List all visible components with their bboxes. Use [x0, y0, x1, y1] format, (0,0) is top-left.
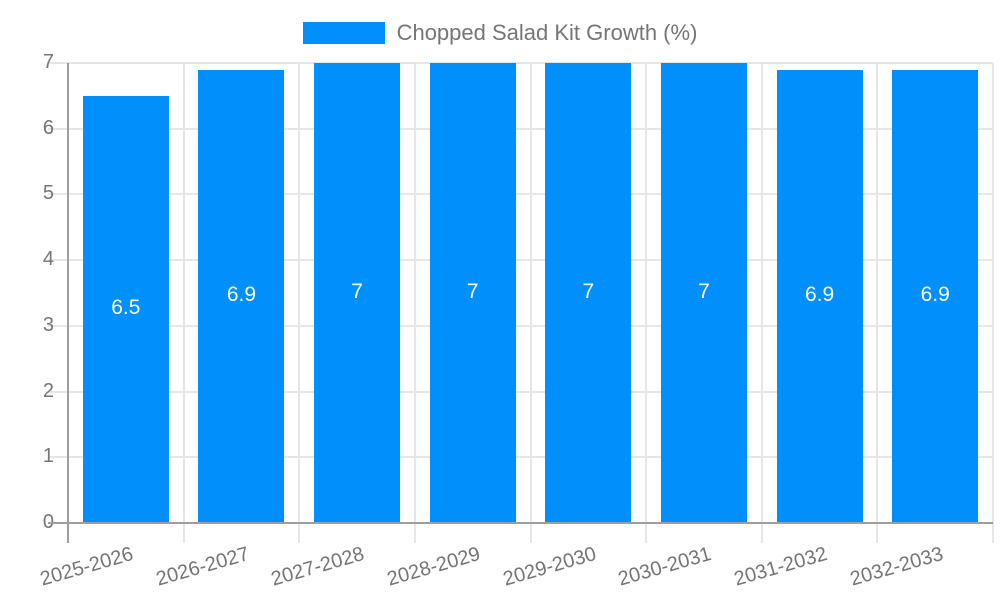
legend: Chopped Salad Kit Growth (%): [0, 20, 1000, 46]
bar[interactable]: [545, 63, 632, 523]
bar[interactable]: [314, 63, 401, 523]
x-axis-label: 2030-2031: [615, 543, 715, 591]
bar-value-label: 6.9: [920, 283, 950, 307]
bar[interactable]: [198, 69, 285, 523]
x-axis-label: 2028-2029: [384, 543, 483, 591]
gridline: [48, 193, 993, 196]
bar[interactable]: [429, 63, 516, 523]
y-axis-tick-label: 1: [42, 445, 54, 468]
y-axis-tick-label: 0: [0, 511, 54, 534]
bar-value-label: 6.9: [804, 283, 835, 307]
x-axis-label: 2032-2033: [847, 543, 946, 591]
gridline: [992, 63, 994, 543]
legend-swatch: [302, 22, 385, 44]
x-axis-label: 2026-2027: [153, 543, 252, 591]
x-axis-label: 2025-2026: [37, 543, 136, 591]
bar[interactable]: [660, 63, 747, 523]
bar-value-label: 7: [351, 280, 363, 303]
gridline: [298, 63, 301, 543]
gridline: [876, 63, 879, 543]
gridline: [48, 127, 993, 130]
gridline: [48, 62, 993, 64]
x-axis-label: 2031-2032: [731, 543, 830, 591]
y-axis-tick-label: 7: [42, 51, 54, 73]
bar-value-label: 7: [466, 280, 479, 303]
bar-value-label: 6.9: [226, 283, 257, 307]
bar[interactable]: [82, 95, 169, 523]
x-axis-label: 2029-2030: [500, 543, 599, 591]
gridline: [48, 390, 993, 393]
gridline: [645, 63, 648, 543]
gridline: [529, 63, 532, 543]
gridline: [48, 259, 993, 262]
x-axis-baseline: [48, 522, 993, 524]
y-axis-tick-label: 6: [42, 116, 54, 139]
gridline: [760, 63, 763, 543]
bar-value-label: 7: [582, 280, 595, 303]
y-axis-line: [67, 63, 69, 543]
y-axis-tick-label: 4: [42, 248, 54, 271]
gridline: [182, 63, 185, 543]
gridline: [413, 63, 416, 543]
gridline: [48, 456, 993, 459]
bar[interactable]: [892, 69, 979, 523]
legend-label: Chopped Salad Kit Growth (%): [396, 20, 698, 45]
y-axis-tick-label: 3: [42, 313, 54, 336]
bar-value-label: 6.5: [111, 296, 141, 320]
gridline: [48, 324, 993, 327]
bar-value-label: 7: [698, 280, 710, 303]
x-axis-label: 2027-2028: [269, 543, 368, 591]
y-axis-tick-label: 5: [42, 182, 54, 205]
bar[interactable]: [776, 69, 863, 523]
y-axis-tick-label: 2: [42, 379, 54, 402]
